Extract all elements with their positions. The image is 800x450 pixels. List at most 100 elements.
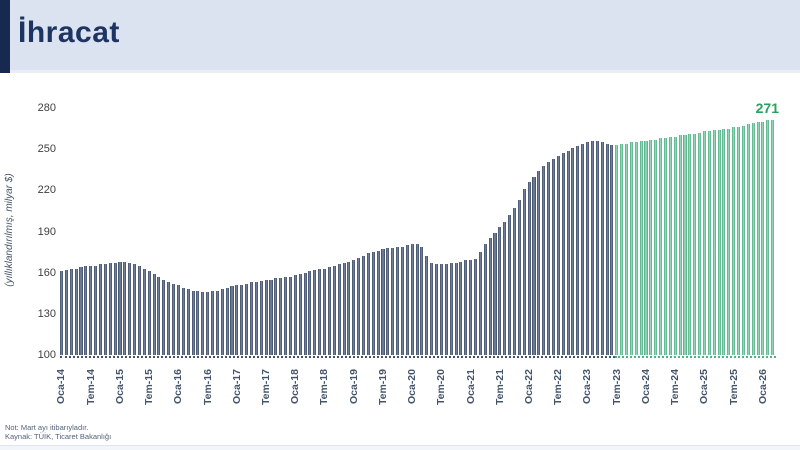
bar-actual	[313, 269, 317, 355]
bar-actual	[230, 286, 234, 355]
bar-actual	[254, 282, 258, 355]
bar-actual	[542, 165, 546, 355]
bar-actual	[133, 264, 137, 355]
bar-projection	[634, 142, 638, 355]
bar-actual	[508, 215, 512, 355]
bar-actual	[556, 156, 560, 355]
x-axis-dotted-actual	[60, 356, 616, 358]
last-value-data-label: 271	[755, 100, 779, 116]
bar-projection	[620, 143, 624, 355]
bar-projection	[625, 143, 629, 355]
bar-actual	[415, 243, 419, 355]
bar-projection	[649, 139, 653, 355]
bar-actual	[361, 256, 366, 355]
bar-projection	[771, 120, 775, 355]
bar-actual	[98, 264, 103, 355]
x-tick-label: Oca-19	[347, 369, 360, 405]
bar-actual	[284, 276, 288, 355]
bar-actual	[610, 145, 614, 355]
bar-actual	[469, 260, 473, 355]
bar-actual	[84, 265, 88, 355]
bar-actual	[391, 247, 395, 355]
x-tick-label: Oca-17	[230, 369, 243, 405]
bar-projection	[663, 138, 668, 355]
x-tick-label: Oca-25	[698, 369, 711, 405]
bar-actual	[444, 264, 448, 355]
y-tick-label: 130	[37, 307, 56, 320]
bar-actual	[439, 264, 443, 355]
bar-actual	[89, 265, 93, 355]
bar-projection	[756, 121, 760, 355]
bar-actual	[551, 158, 555, 355]
bar-projection	[615, 145, 619, 355]
source-line: Kaynak: TÜİK, Ticaret Bakanlığı	[5, 432, 112, 442]
bar-actual	[196, 290, 200, 355]
bar-actual	[488, 238, 492, 355]
bar-actual	[503, 221, 507, 355]
bar-projection	[702, 131, 706, 355]
bar-actual	[561, 153, 565, 355]
bar-actual	[74, 268, 78, 355]
bar-actual	[176, 285, 180, 355]
bar-actual	[566, 150, 570, 355]
x-tick-label: Oca-22	[523, 369, 536, 405]
bar-actual	[371, 252, 375, 355]
bar-actual	[303, 272, 307, 355]
bar-actual	[191, 290, 195, 355]
bar-projection	[668, 136, 672, 355]
bar-actual	[532, 176, 536, 355]
bar-projection	[737, 127, 741, 355]
bar-actual	[605, 143, 609, 355]
bar-actual	[420, 246, 424, 355]
bar-actual	[103, 264, 107, 355]
bar-actual	[162, 279, 166, 355]
bar-actual	[410, 243, 414, 355]
bar-actual	[581, 143, 585, 355]
bar-projection	[639, 140, 643, 355]
x-tick-label: Tem-16	[201, 369, 214, 405]
bar-actual	[483, 243, 487, 355]
bar-actual	[245, 283, 249, 355]
bar-actual	[464, 260, 468, 355]
x-tick-label: Oca-21	[464, 369, 477, 405]
bar-actual	[571, 147, 575, 355]
bar-actual	[586, 142, 590, 355]
header-band: İhracat	[0, 0, 800, 73]
bar-actual	[449, 263, 453, 355]
x-tick-label: Tem-14	[84, 369, 97, 405]
x-tick-label: Oca-15	[113, 369, 126, 405]
bar-actual	[108, 263, 112, 355]
bar-actual	[527, 182, 531, 355]
x-tick-label: Tem-15	[143, 369, 156, 405]
bar-actual	[220, 289, 224, 355]
bar-actual	[249, 282, 254, 355]
bar-actual	[537, 171, 541, 355]
bar-projection	[683, 135, 687, 355]
x-tick-label: Tem-25	[727, 369, 740, 405]
bar-actual	[474, 258, 478, 355]
bar-actual	[308, 271, 312, 355]
bar-projection	[688, 134, 692, 355]
bar-actual	[210, 290, 215, 355]
slide-bottom-edge	[0, 445, 800, 450]
bar-projection	[654, 139, 658, 355]
bar-actual	[79, 267, 83, 355]
bar-actual	[172, 283, 176, 355]
y-tick-label: 280	[37, 102, 56, 114]
bar-actual	[60, 271, 64, 355]
y-tick-label: 190	[37, 225, 56, 238]
bar-projection	[629, 142, 633, 355]
bar-actual	[342, 263, 346, 355]
bar-actual	[206, 291, 210, 355]
footnotes: Not: Mart ayı itibarıyladır. Kaynak: TÜİ…	[5, 423, 111, 442]
bar-projection	[766, 120, 770, 355]
x-tick-label: Tem-19	[376, 369, 389, 405]
bar-projection	[698, 132, 702, 355]
bar-projection	[722, 128, 726, 355]
bar-actual	[357, 257, 361, 355]
bar-actual	[235, 285, 239, 355]
bar-actual	[279, 278, 283, 355]
x-tick-label: Tem-17	[260, 369, 272, 405]
bar-actual	[274, 278, 278, 355]
x-tick-label: Oca-18	[289, 369, 302, 405]
